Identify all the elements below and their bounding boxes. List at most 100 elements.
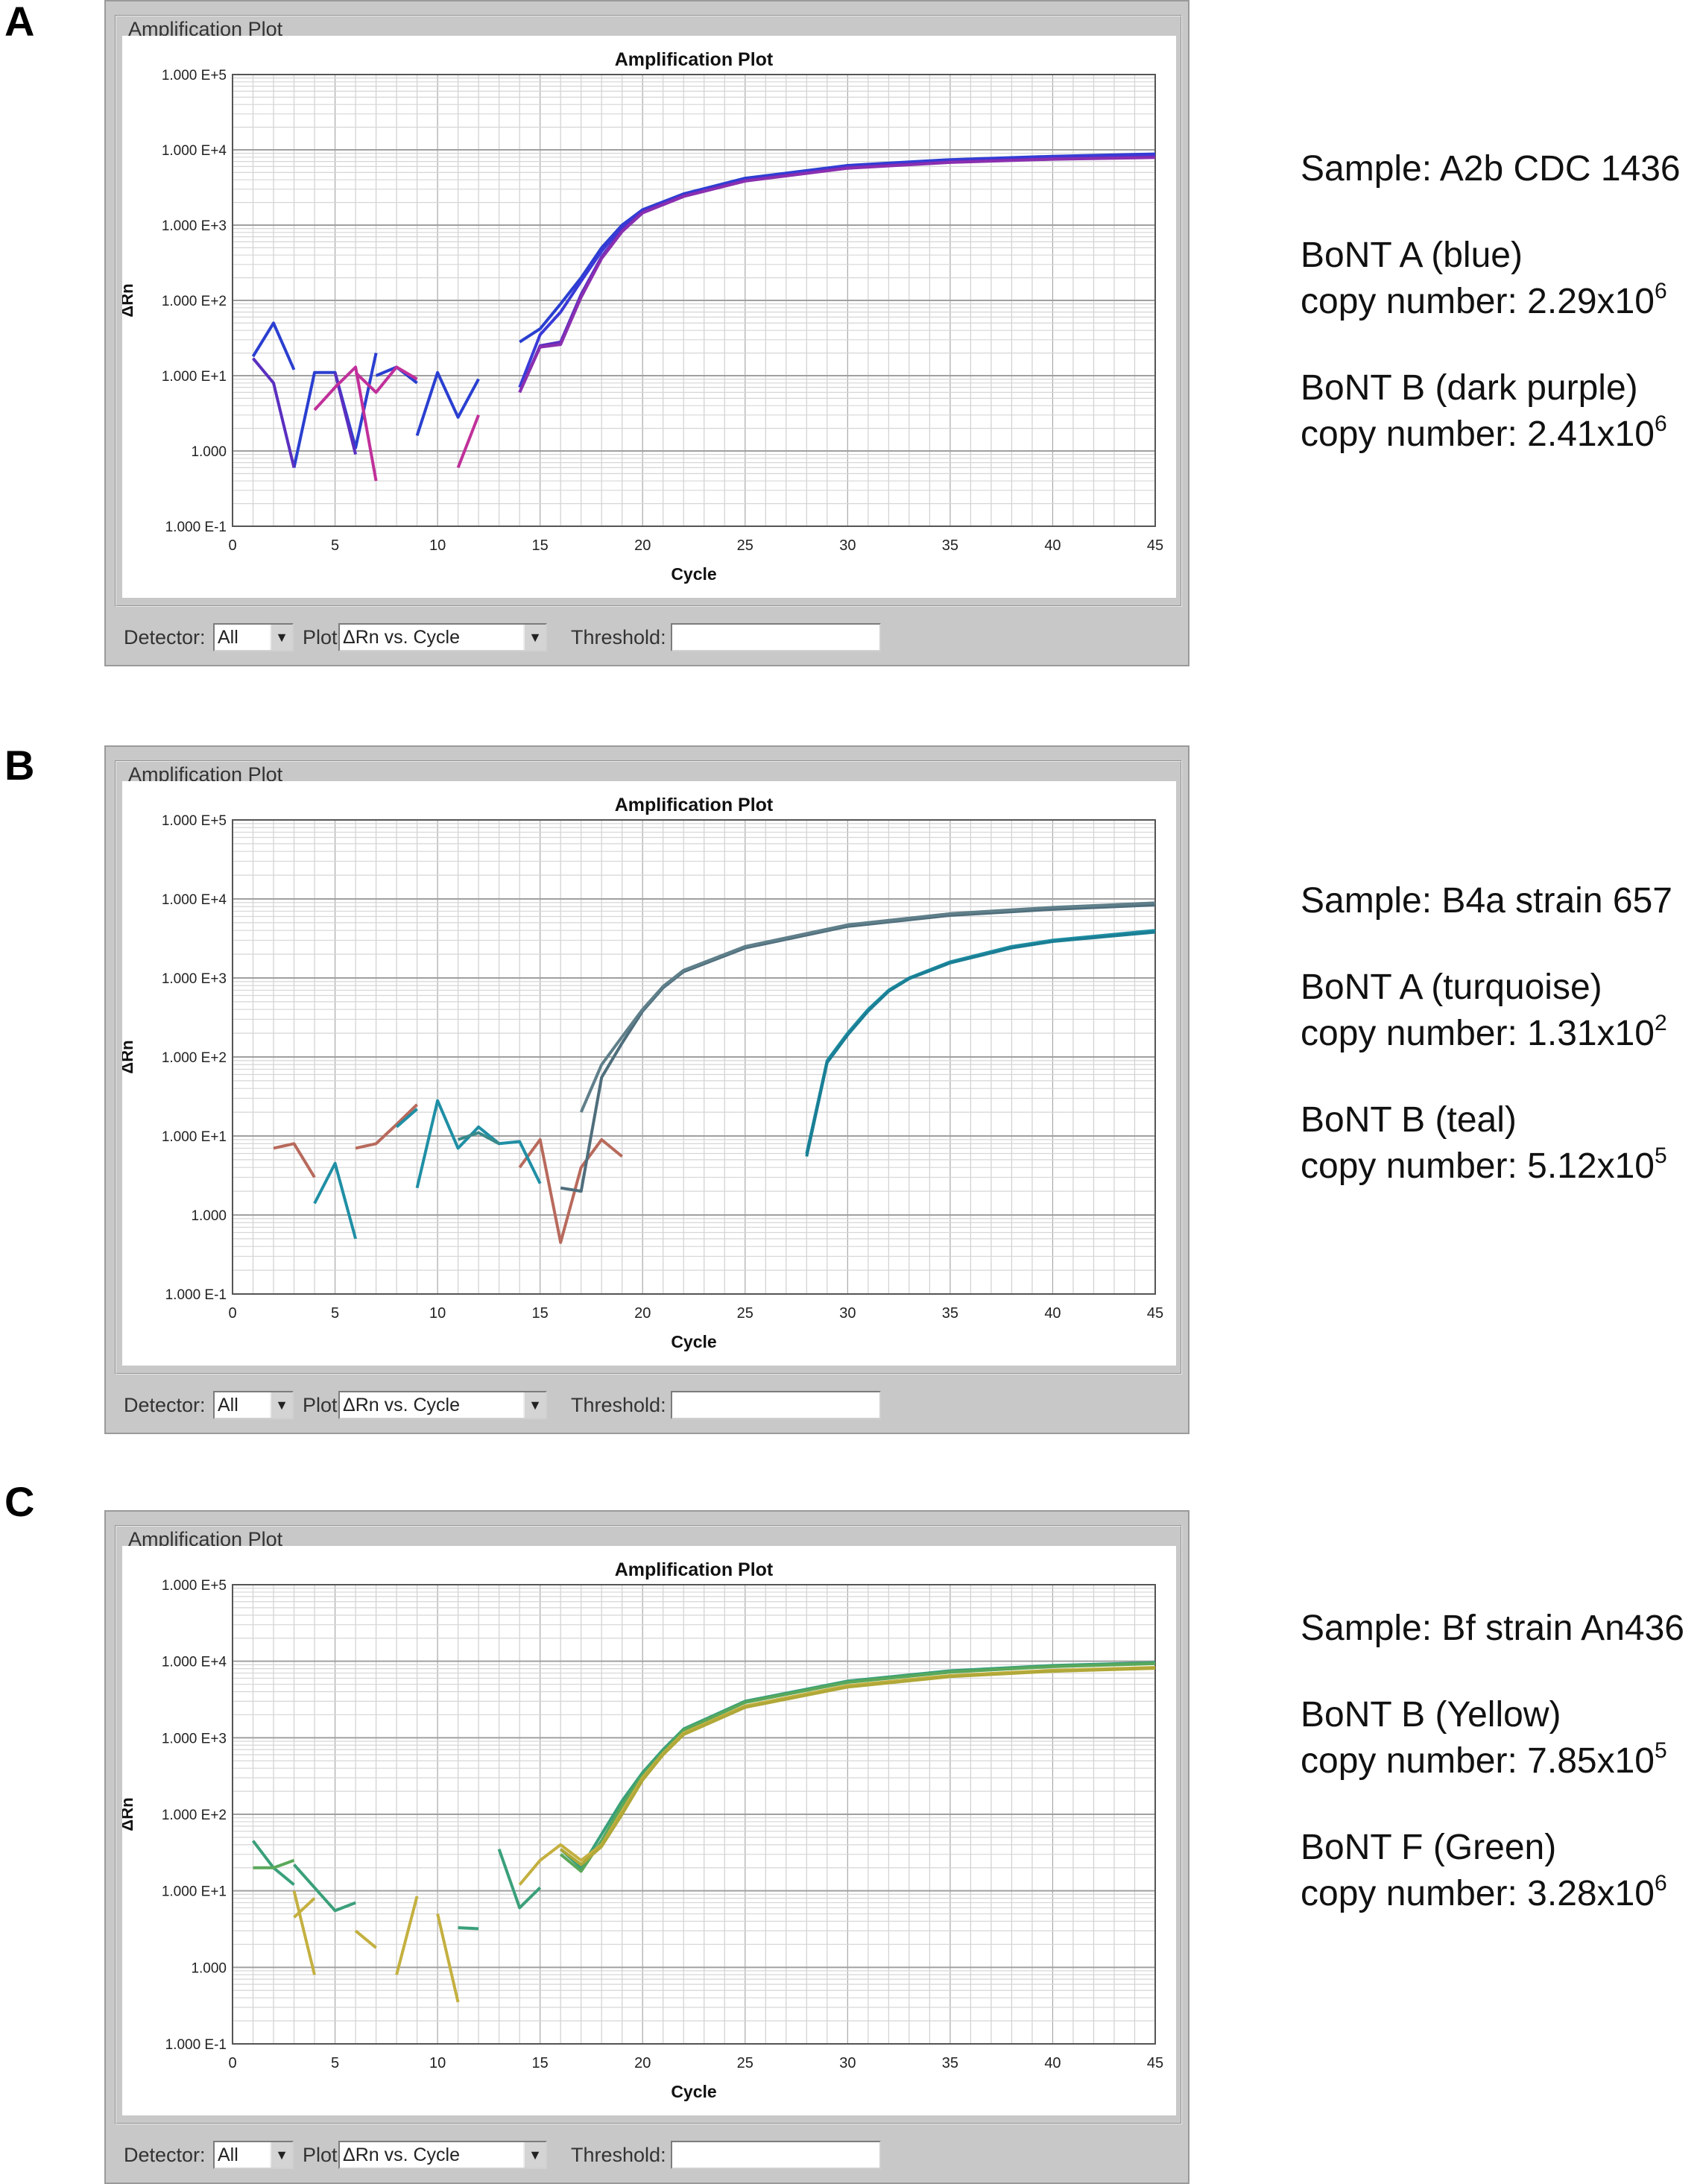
threshold-label: Threshold: xyxy=(571,1394,666,1416)
plot-value: ΔRn vs. Cycle xyxy=(343,1395,461,1416)
series-line xyxy=(273,1142,316,1178)
sample-name: Sample: A2b CDC 1436 xyxy=(1301,149,1681,189)
series-line xyxy=(518,156,1156,394)
dropdown-arrow-icon[interactable]: ▼ xyxy=(270,625,292,650)
detector-value: All xyxy=(218,2144,238,2165)
y-axis-label: ΔRn xyxy=(122,1040,136,1073)
target-1: BoNT A (turquoise) xyxy=(1301,968,1602,1007)
series-line xyxy=(395,1108,418,1129)
copy-number-1: copy number: 1.31x102 xyxy=(1301,1011,1667,1054)
y-tick-label: 1.000 E-1 xyxy=(165,1287,227,1303)
dropdown-arrow-icon[interactable]: ▼ xyxy=(270,1392,292,1418)
x-tick-label: 15 xyxy=(532,1305,549,1322)
x-tick-label: 45 xyxy=(1147,1305,1163,1322)
y-tick-label: 1.000 E+2 xyxy=(162,1050,227,1066)
dropdown-arrow-icon[interactable]: ▼ xyxy=(270,2142,292,2168)
plot-select[interactable]: ΔRn vs. Cycle ▼ xyxy=(338,2141,547,2169)
copy-number-2: copy number: 5.12x105 xyxy=(1301,1143,1667,1187)
y-tick-label: 1.000 E+2 xyxy=(162,1808,227,1823)
copy-number-1: copy number: 2.29x106 xyxy=(1301,279,1667,322)
plot-area: 0 5 10 15 20 25 30 35 40 45 1.000 E-1 1.000 1.000 E+… xyxy=(122,36,1176,598)
y-tick-label: 1.000 E+4 xyxy=(162,1655,227,1670)
y-tick-label: 1.000 E+3 xyxy=(162,971,227,987)
copy-number-1: copy number: 7.85x105 xyxy=(1301,1738,1667,1781)
plot-select[interactable]: ΔRn vs. Cycle ▼ xyxy=(338,623,547,651)
series-line xyxy=(251,321,296,370)
y-tick-label: 1.000 E+1 xyxy=(162,1129,227,1145)
sample-annotation-b: Sample: B4a strain 657 BoNT A (turquoise… xyxy=(1301,878,1672,1190)
y-tick-label: 1.000 E+5 xyxy=(162,813,227,829)
x-tick-label: 45 xyxy=(1147,2055,1163,2071)
sample-name: Sample: Bf strain An436 xyxy=(1301,1609,1684,1648)
detector-label: Detector: xyxy=(124,2144,206,2166)
threshold-input[interactable] xyxy=(671,623,881,651)
detector-value: All xyxy=(218,1395,238,1416)
series-group xyxy=(273,901,1156,1244)
series-line xyxy=(518,1666,1156,1886)
target-1: BoNT B (Yellow) xyxy=(1301,1695,1561,1735)
y-tick-label: 1.000 E+5 xyxy=(162,1578,227,1594)
x-tick-label: 5 xyxy=(331,1305,339,1322)
panel-letter-c: C xyxy=(4,1478,35,1525)
plot-value: ΔRn vs. Cycle xyxy=(343,627,461,648)
x-tick-label: 45 xyxy=(1147,537,1163,554)
x-tick-label: 30 xyxy=(839,537,856,554)
series-line xyxy=(518,1137,623,1244)
y-tick-label: 1.000 E+4 xyxy=(162,143,227,159)
y-tick-label: 1.000 E+4 xyxy=(162,892,227,908)
y-tick-label: 1.000 E+5 xyxy=(162,68,227,83)
amplification-plot-window-b: Amplification Plot 0 5 10 15 20 25 30 35 40 45 1.0… xyxy=(104,745,1189,1434)
series-line xyxy=(354,365,418,394)
y-tick-label: 1.000 E+1 xyxy=(162,1884,227,1900)
x-tick-label: 5 xyxy=(331,537,339,554)
x-tick-label: 35 xyxy=(942,537,958,554)
grid xyxy=(232,1584,1156,2045)
series-line xyxy=(293,1897,316,1919)
chart-title: Amplification Plot xyxy=(615,49,774,70)
panel-letter-b: B xyxy=(4,742,35,789)
x-axis-label: Cycle xyxy=(671,1332,716,1351)
amplification-chart-c: 0 5 10 15 20 25 30 35 40 45 1.000 E-1 1.000 1.000 E+… xyxy=(122,1559,1163,2101)
x-tick-label: 25 xyxy=(737,1305,753,1322)
plot-select[interactable]: ΔRn vs. Cycle ▼ xyxy=(338,1391,547,1419)
series-line xyxy=(579,901,1156,1113)
grid xyxy=(232,74,1156,527)
x-tick-label: 30 xyxy=(839,1305,856,1322)
target-2: BoNT F (Green) xyxy=(1301,1828,1557,1867)
sample-name: Sample: B4a strain 657 xyxy=(1301,881,1672,921)
copy-number-2: copy number: 2.41x106 xyxy=(1301,411,1667,455)
x-tick-label: 40 xyxy=(1044,2055,1061,2071)
threshold-input[interactable] xyxy=(671,1391,881,1419)
y-tick-label: 1.000 E+2 xyxy=(162,294,227,309)
dropdown-arrow-icon[interactable]: ▼ xyxy=(523,1392,546,1418)
x-axis-label: Cycle xyxy=(671,2082,716,2101)
series-line xyxy=(559,1667,1156,1866)
detector-select[interactable]: All ▼ xyxy=(213,623,294,651)
x-tick-label: 10 xyxy=(429,2055,446,2071)
toolbar: Detector: All ▼ Plot: ΔRn vs. Cycle ▼ Th… xyxy=(121,1388,1173,1422)
y-tick-label: 1.000 E+1 xyxy=(162,369,227,385)
x-tick-label: 5 xyxy=(331,2055,339,2071)
x-tick-label: 30 xyxy=(839,2055,856,2071)
grid xyxy=(232,819,1156,1295)
detector-select[interactable]: All ▼ xyxy=(213,2141,294,2169)
threshold-input[interactable] xyxy=(671,2141,881,2169)
series-line xyxy=(313,1161,358,1240)
panel-letter-a: A xyxy=(4,0,35,45)
dropdown-arrow-icon[interactable]: ▼ xyxy=(523,625,546,650)
x-tick-label: 15 xyxy=(532,2055,549,2071)
series-line xyxy=(805,930,1156,1157)
chart-title: Amplification Plot xyxy=(615,795,774,815)
y-tick-label: 1.000 xyxy=(191,1960,227,1976)
dropdown-arrow-icon[interactable]: ▼ xyxy=(523,2142,546,2168)
series-line xyxy=(251,357,296,468)
series-line xyxy=(313,365,378,482)
detector-select[interactable]: All ▼ xyxy=(213,1391,294,1419)
x-tick-label: 25 xyxy=(737,2055,753,2071)
sample-annotation-a: Sample: A2b CDC 1436 BoNT A (blue) copy … xyxy=(1301,146,1681,458)
series-group xyxy=(251,152,1156,482)
series-line xyxy=(395,1896,419,1975)
x-tick-label: 20 xyxy=(634,1305,651,1322)
sample-annotation-c: Sample: Bf strain An436 BoNT B (Yellow) … xyxy=(1301,1606,1684,1917)
copy-number-2: copy number: 3.28x106 xyxy=(1301,1871,1667,1914)
